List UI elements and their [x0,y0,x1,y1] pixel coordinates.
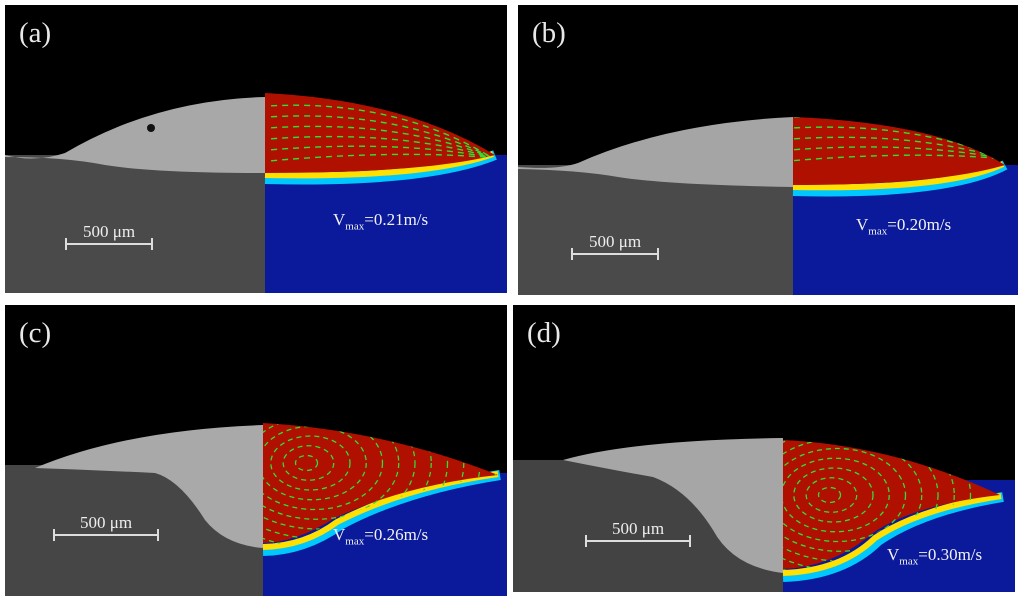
velocity-arrow [783,440,955,570]
scale-bar: 500 μm [585,519,691,547]
velocity-arrow [817,486,842,504]
pool-edge-yellow [792,161,1005,191]
velocity-arrow [783,440,972,570]
scale-bar-text: 500 μm [79,513,133,532]
velocity-arrow [263,423,449,545]
panel-a: (a) 500 μm Vmax=0.21m/s [5,5,507,293]
velocity-arrow [783,447,907,543]
scale-bar-text: 500 μm [82,222,136,241]
velocity-arrow [263,423,400,520]
velocity-arrow [271,125,493,159]
velocity-arrow [271,104,493,159]
panel-b-image [518,117,1018,295]
substrate-micrograph [5,155,265,293]
velocity-arrow [783,457,890,533]
panel-label: (c) [19,317,52,349]
pool-edge-yellow [264,151,494,179]
pool-edge-yellow [782,493,1002,576]
panel-b: (b) 500 μm Vmax=0.20m/s [518,5,1018,295]
velocity-arrow [263,423,465,545]
velocity-arrow [270,435,351,491]
bead-micrograph [35,425,263,548]
velocity-arrow [793,467,874,523]
scale-bar: 500 μm [571,232,659,260]
vmax-label: Vmax=0.21m/s [333,210,429,233]
velocity-arrow [263,423,384,511]
panel-d-image [513,438,1015,592]
scale-bar: 500 μm [65,222,153,250]
melt-pool [793,117,1005,185]
panel-label: (a) [19,17,52,49]
substrate-micrograph [518,165,793,295]
vmax-label: Vmax=0.26m/s [333,525,429,548]
melt-pool [263,423,498,543]
pore [147,124,155,132]
melt-pool [783,440,1000,569]
velocity-arrow [263,423,416,530]
velocity-arrow [271,115,493,159]
vmax-label: Vmax=0.30m/s [887,545,983,568]
pool-edge-yellow [262,471,499,550]
bead-micrograph [5,97,265,173]
bead-micrograph [563,438,783,573]
panel-a-image [5,93,507,293]
velocity-arrow [271,135,493,159]
scale-bar-text: 500 μm [611,519,665,538]
panel-c: (c) 500 μm Vmax=0.26m/s [5,305,507,596]
velocity-arrow [805,477,858,513]
velocity-arrow [783,440,923,552]
vmax-label: Vmax=0.20m/s [856,215,952,238]
velocity-arrow [263,425,367,501]
velocity-arrow [282,445,335,481]
melt-pool [265,93,495,173]
panel-d: (d) 500 μm Vmax=0.30m/s [513,305,1015,592]
scale-bar: 500 μm [53,513,159,541]
panel-c-image [5,423,507,596]
bead-micrograph [518,117,793,187]
panel-label: (b) [532,17,566,49]
panel-label: (d) [527,317,561,349]
scale-bar-text: 500 μm [588,232,642,251]
velocity-arrows [270,104,493,162]
velocity-arrow [294,454,319,472]
